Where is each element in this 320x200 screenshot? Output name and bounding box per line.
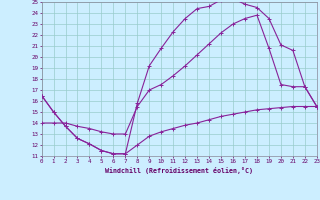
X-axis label: Windchill (Refroidissement éolien,°C): Windchill (Refroidissement éolien,°C) <box>105 167 253 174</box>
